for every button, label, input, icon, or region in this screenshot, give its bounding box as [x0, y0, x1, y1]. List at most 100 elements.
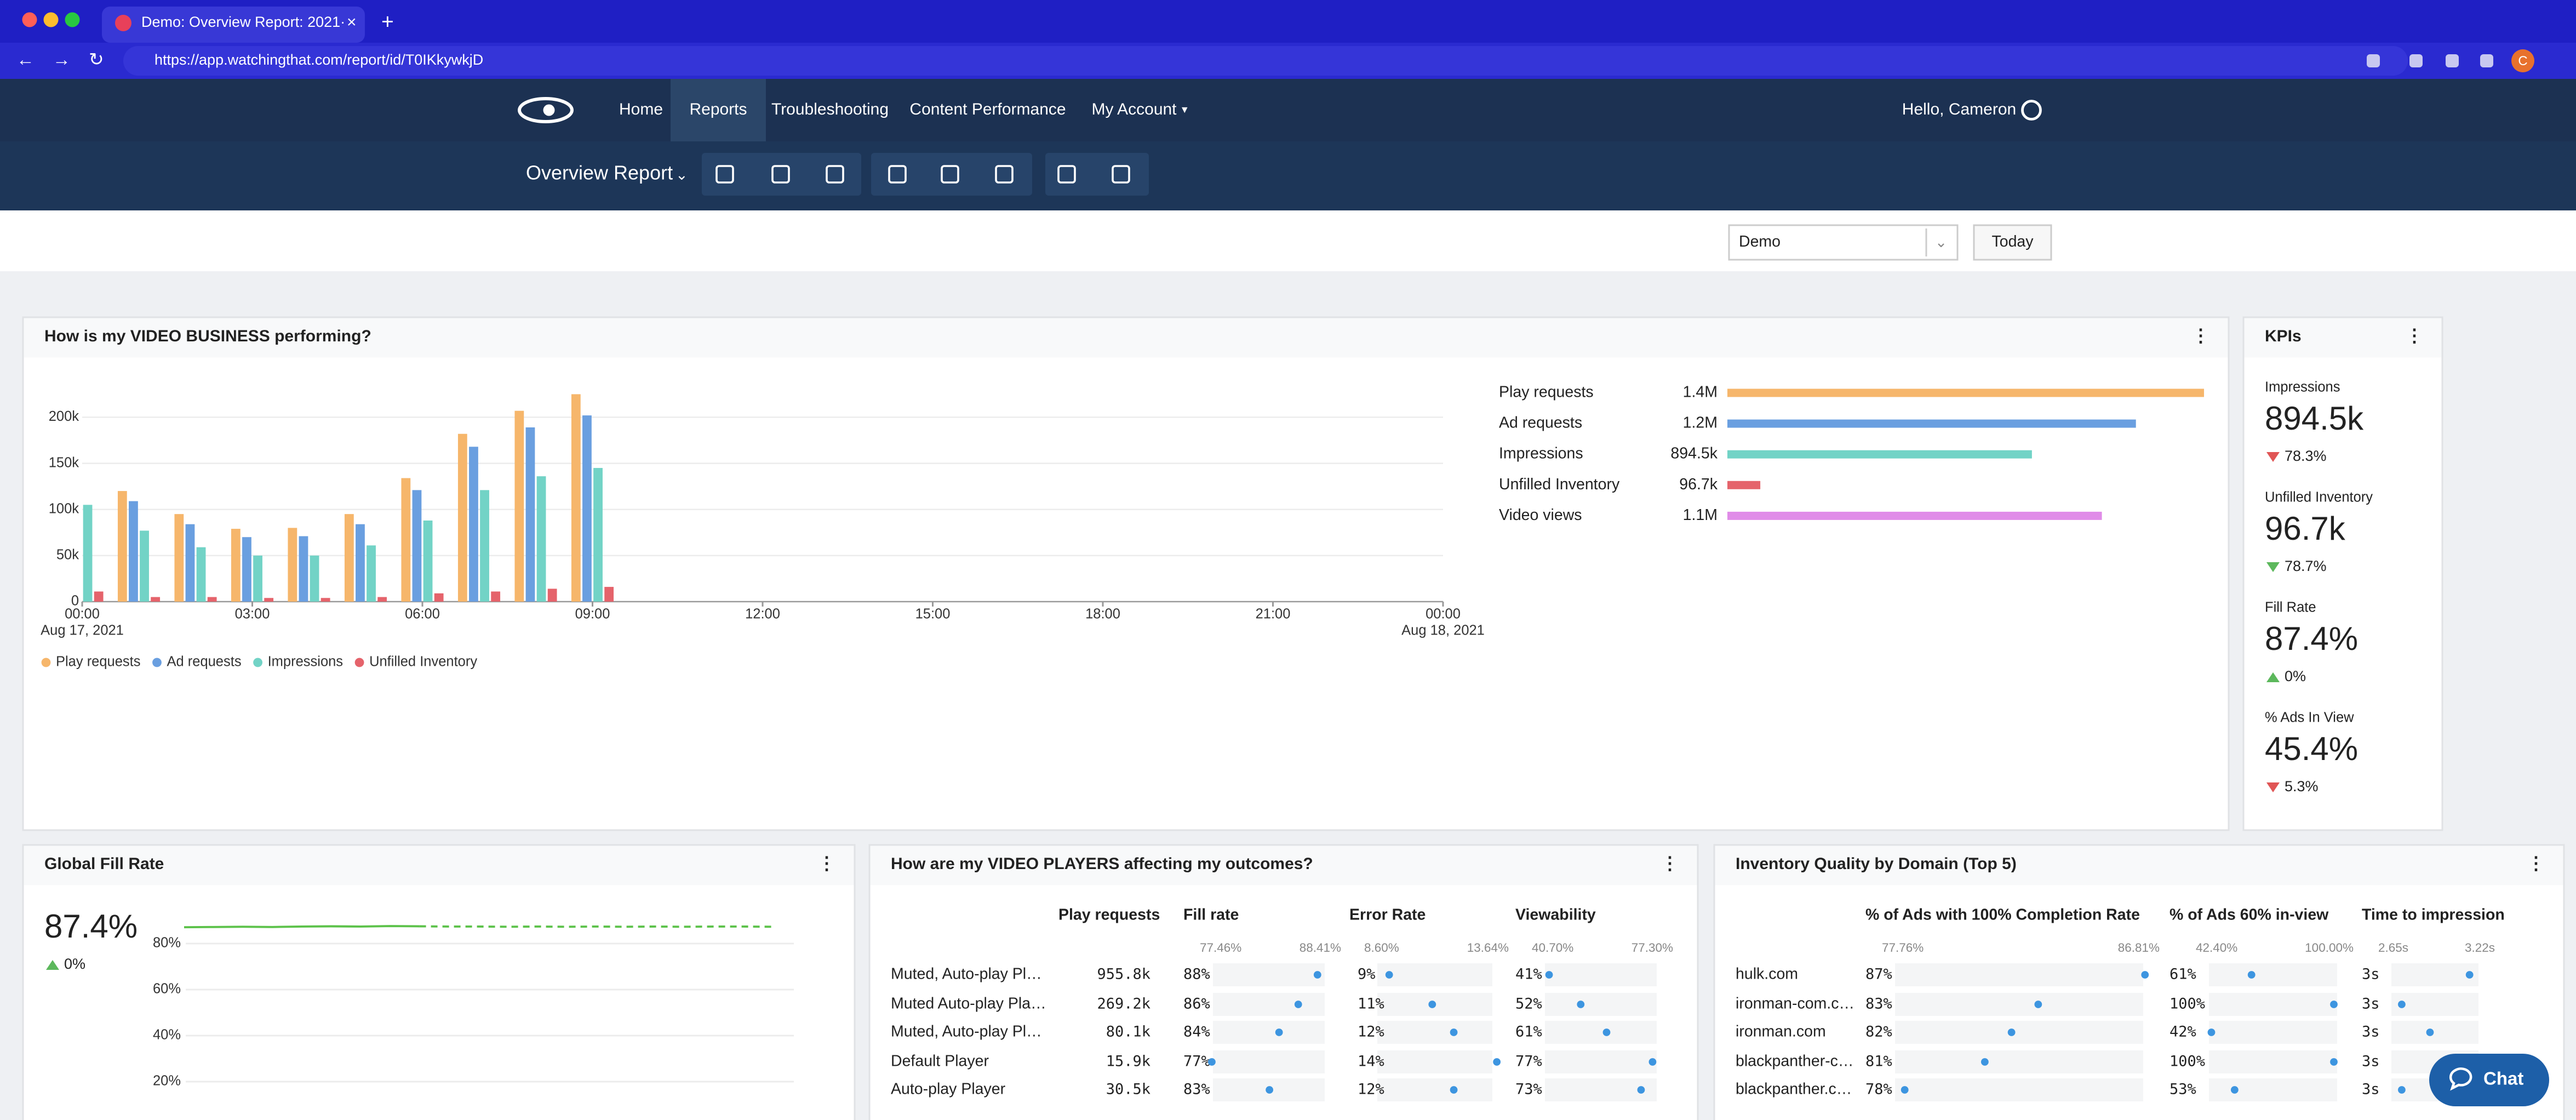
panel-header [1715, 845, 2563, 885]
strip-bg [1895, 963, 2144, 987]
dot [2398, 1086, 2406, 1094]
kpi-value: 96.7k [2265, 510, 2346, 547]
x-tick-label: 12:00 [745, 607, 780, 622]
toolbar-button[interactable] [888, 165, 907, 184]
account-select[interactable] [1728, 224, 1959, 261]
summary-value: 894.5k [1670, 445, 1718, 462]
column-header: Play requests [1058, 906, 1160, 924]
nav-item[interactable]: Content Performance [909, 100, 1066, 118]
cell-value: 52% [1515, 996, 1542, 1013]
panel-menu[interactable]: ⋮ [818, 853, 836, 873]
panel-menu[interactable]: ⋮ [2527, 853, 2545, 873]
toolbar-button[interactable] [826, 165, 844, 184]
bar [320, 598, 330, 602]
column-header: Fill rate [1183, 906, 1239, 924]
fill-rate-line [184, 925, 420, 929]
toolbar-button[interactable] [1057, 165, 1076, 184]
panel-menu[interactable]: ⋮ [2406, 325, 2424, 346]
window-button[interactable] [65, 12, 80, 27]
range-label: 77.76% [1882, 941, 1924, 955]
dot [1900, 1086, 1909, 1094]
address-bar[interactable] [123, 46, 2408, 76]
strip-bg [1545, 993, 1657, 1016]
dot [1313, 971, 1321, 979]
bar [536, 476, 546, 602]
nav-item[interactable]: Troubleshooting [771, 100, 889, 118]
active-tab[interactable] [102, 7, 365, 43]
report-name[interactable]: Overview Report [526, 162, 673, 184]
nav-button[interactable]: ← [16, 49, 35, 70]
caret: ⌄ [676, 167, 688, 183]
bar [582, 415, 592, 602]
extension-icon[interactable] [2480, 54, 2494, 68]
row-label: ironman.com [1736, 1023, 1826, 1041]
nav-item[interactable]: My Account [1091, 100, 1177, 118]
bar [344, 514, 354, 602]
extension-icon[interactable] [2446, 54, 2459, 68]
bar [140, 530, 149, 602]
cell-value: 80.1k [1106, 1024, 1150, 1041]
bar [196, 547, 206, 602]
toolbar-button[interactable] [1112, 165, 1130, 184]
toolbar [0, 141, 2576, 211]
nav-item[interactable]: Home [619, 100, 663, 118]
toolbar-button[interactable] [715, 165, 734, 184]
cell-value: 11% [1358, 996, 1384, 1013]
strip-bg [1895, 1078, 2144, 1102]
strip-bg [2209, 1078, 2338, 1102]
window-button[interactable] [22, 12, 37, 27]
y-tick-label: 0 [71, 593, 79, 609]
toolbar-button[interactable] [771, 165, 790, 184]
toolbar-button[interactable] [995, 165, 1014, 184]
range-label: 40.70% [1532, 941, 1573, 955]
kpi-change: 78.3% [2285, 448, 2327, 464]
cell-value: 83% [1865, 996, 1892, 1013]
nav-item[interactable]: Reports [689, 100, 747, 118]
dot [1385, 971, 1393, 979]
strip-bg [1213, 993, 1325, 1016]
logo[interactable] [518, 97, 574, 124]
bar [83, 505, 93, 602]
dot [2007, 1028, 2016, 1036]
bar [151, 597, 161, 602]
toolbar-button[interactable] [941, 165, 959, 184]
chat-label: Chat [2483, 1068, 2523, 1089]
dot [1294, 1001, 1302, 1008]
summary-value: 96.7k [1679, 476, 1718, 493]
cell-value: 955.8k [1097, 966, 1150, 983]
x-date-label: Aug 17, 2021 [41, 623, 124, 638]
kpi-value: 87.4% [2265, 620, 2358, 657]
extension-icon[interactable] [2409, 54, 2423, 68]
settings-icon[interactable] [2021, 100, 2042, 121]
legend-label: Ad requests [167, 654, 242, 670]
panel-header [2244, 318, 2442, 358]
dot [2426, 1028, 2434, 1036]
nav-button[interactable]: → [53, 49, 71, 70]
app-nav [0, 79, 2576, 142]
new-tab[interactable]: + [381, 10, 394, 33]
dot [2330, 1058, 2338, 1066]
summary-bar [1727, 419, 2136, 428]
cell-value: 86% [1183, 996, 1210, 1013]
tab-close[interactable]: × [347, 13, 357, 31]
nav-button[interactable]: ↻ [89, 49, 104, 70]
panel-menu[interactable]: ⋮ [2192, 325, 2210, 346]
cell-value: 3s [2362, 1081, 2380, 1098]
kpi-label: Impressions [2265, 380, 2340, 395]
panel-title: How are my VIDEO PLAYERS affecting my ou… [891, 855, 1313, 873]
date-button[interactable] [1973, 224, 2052, 261]
row-label: Default Player [891, 1053, 989, 1070]
summary-bar [1727, 388, 2205, 397]
panel-menu[interactable]: ⋮ [1661, 853, 1679, 873]
strip-bg [1545, 1050, 1657, 1074]
cell-value: 100% [2169, 1053, 2205, 1070]
caret: ⌄ [1935, 234, 1948, 250]
window-button[interactable] [43, 12, 59, 27]
kpi-trend [2266, 452, 2280, 462]
dot [1577, 1001, 1585, 1008]
dot [2034, 1001, 2042, 1008]
chat-button[interactable] [2429, 1054, 2550, 1107]
avatar[interactable] [2511, 49, 2535, 73]
extension-icon[interactable] [2367, 54, 2380, 68]
y-tick-label: 50k [56, 547, 79, 563]
